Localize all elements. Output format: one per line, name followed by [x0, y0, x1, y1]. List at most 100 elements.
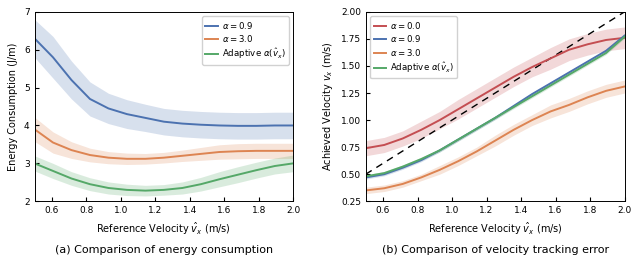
Adaptive $\alpha(\hat{v}_x)$: [380, 172, 388, 175]
$\alpha = 0.9$: [49, 56, 57, 59]
Adaptive $\alpha(\hat{v}_x)$: [473, 127, 481, 130]
Adaptive $\alpha(\hat{v}_x)$: [454, 138, 462, 141]
Adaptive $\alpha(\hat{v}_x)$: [399, 165, 406, 168]
Adaptive $\alpha(\hat{v}_x)$: [271, 164, 278, 167]
X-axis label: Reference Velocity $\hat{v}_x$ (m/s): Reference Velocity $\hat{v}_x$ (m/s): [97, 221, 231, 237]
$\alpha = 3.0$: [289, 149, 297, 152]
$\alpha = 0.9$: [492, 116, 499, 119]
$\alpha = 3.0$: [104, 156, 112, 159]
$\alpha = 0.0$: [528, 66, 536, 69]
$\alpha = 0.9$: [216, 124, 223, 127]
$\alpha = 3.0$: [492, 139, 499, 142]
$\alpha = 3.0$: [565, 103, 573, 107]
Line: $\alpha = 0.9$: $\alpha = 0.9$: [35, 38, 293, 126]
Line: Adaptive $\alpha(\hat{v}_x)$: Adaptive $\alpha(\hat{v}_x)$: [366, 37, 625, 176]
Adaptive $\alpha(\hat{v}_x)$: [289, 162, 297, 165]
$\alpha = 0.9$: [510, 104, 518, 108]
Adaptive $\alpha(\hat{v}_x)$: [584, 62, 591, 65]
Line: Adaptive $\alpha(\hat{v}_x)$: Adaptive $\alpha(\hat{v}_x)$: [35, 163, 293, 191]
$\alpha = 0.9$: [621, 34, 628, 37]
$\alpha = 0.9$: [362, 176, 370, 179]
Adaptive $\alpha(\hat{v}_x)$: [252, 169, 260, 172]
$\alpha = 3.0$: [197, 152, 205, 155]
$\alpha = 0.9$: [271, 124, 278, 127]
Adaptive $\alpha(\hat{v}_x)$: [49, 170, 57, 173]
$\alpha = 3.0$: [602, 89, 610, 92]
$\alpha = 3.0$: [510, 128, 518, 131]
$\alpha = 0.9$: [234, 124, 242, 127]
X-axis label: Reference Velocity $\hat{v}_x$ (m/s): Reference Velocity $\hat{v}_x$ (m/s): [428, 221, 563, 237]
$\alpha = 0.0$: [399, 137, 406, 140]
Adaptive $\alpha(\hat{v}_x)$: [510, 106, 518, 109]
$\alpha = 3.0$: [362, 189, 370, 192]
$\alpha = 0.9$: [547, 82, 554, 85]
$\alpha = 0.0$: [584, 43, 591, 46]
Adaptive $\alpha(\hat{v}_x)$: [216, 178, 223, 181]
$\alpha = 0.0$: [547, 57, 554, 60]
$\alpha = 0.9$: [160, 120, 168, 123]
Adaptive $\alpha(\hat{v}_x)$: [141, 189, 149, 192]
$\alpha = 0.0$: [454, 108, 462, 111]
$\alpha = 3.0$: [123, 157, 131, 160]
Adaptive $\alpha(\hat{v}_x)$: [547, 84, 554, 87]
$\alpha = 3.0$: [547, 110, 554, 113]
$\alpha = 3.0$: [252, 149, 260, 152]
$\alpha = 0.9$: [31, 37, 38, 40]
Line: $\alpha = 0.9$: $\alpha = 0.9$: [366, 36, 625, 178]
Adaptive $\alpha(\hat{v}_x)$: [621, 35, 628, 38]
$\alpha = 0.9$: [565, 71, 573, 74]
$\alpha = 0.9$: [289, 124, 297, 127]
$\alpha = 0.0$: [380, 143, 388, 147]
$\alpha = 3.0$: [179, 154, 186, 157]
Adaptive $\alpha(\hat{v}_x)$: [197, 183, 205, 186]
$\alpha = 3.0$: [160, 156, 168, 159]
Adaptive $\alpha(\hat{v}_x)$: [160, 188, 168, 191]
$\alpha = 0.9$: [602, 49, 610, 52]
$\alpha = 3.0$: [380, 187, 388, 190]
$\alpha = 3.0$: [454, 160, 462, 163]
$\alpha = 0.9$: [141, 116, 149, 119]
$\alpha = 3.0$: [528, 118, 536, 122]
Legend: $\alpha = 0.9$, $\alpha = 3.0$, Adaptive $\alpha(\hat{v}_x)$: $\alpha = 0.9$, $\alpha = 3.0$, Adaptive…: [202, 16, 289, 65]
Adaptive $\alpha(\hat{v}_x)$: [565, 73, 573, 76]
$\alpha = 3.0$: [417, 176, 425, 179]
Adaptive $\alpha(\hat{v}_x)$: [104, 187, 112, 190]
$\alpha = 0.0$: [417, 128, 425, 131]
$\alpha = 0.9$: [473, 127, 481, 130]
Adaptive $\alpha(\hat{v}_x)$: [234, 173, 242, 176]
$\alpha = 3.0$: [584, 96, 591, 99]
$\alpha = 3.0$: [234, 150, 242, 153]
Adaptive $\alpha(\hat{v}_x)$: [436, 149, 444, 152]
$\alpha = 3.0$: [31, 128, 38, 131]
Line: $\alpha = 3.0$: $\alpha = 3.0$: [35, 129, 293, 159]
$\alpha = 3.0$: [473, 150, 481, 153]
Line: $\alpha = 3.0$: $\alpha = 3.0$: [366, 86, 625, 190]
$\alpha = 0.9$: [380, 173, 388, 176]
$\alpha = 0.9$: [399, 166, 406, 169]
$\alpha = 0.0$: [492, 86, 499, 89]
$\alpha = 0.9$: [436, 149, 444, 152]
$\alpha = 0.9$: [454, 138, 462, 141]
$\alpha = 0.0$: [602, 38, 610, 42]
Adaptive $\alpha(\hat{v}_x)$: [492, 116, 499, 119]
$\alpha = 3.0$: [399, 182, 406, 186]
$\alpha = 0.9$: [179, 122, 186, 125]
$\alpha = 0.9$: [86, 98, 94, 101]
$\alpha = 0.9$: [123, 112, 131, 116]
$\alpha = 0.9$: [104, 107, 112, 110]
Adaptive $\alpha(\hat{v}_x)$: [602, 51, 610, 54]
$\alpha = 3.0$: [86, 154, 94, 157]
Adaptive $\alpha(\hat{v}_x)$: [31, 162, 38, 165]
Text: (b) Comparison of velocity tracking error: (b) Comparison of velocity tracking erro…: [381, 245, 609, 255]
$\alpha = 3.0$: [49, 141, 57, 144]
Adaptive $\alpha(\hat{v}_x)$: [179, 187, 186, 190]
$\alpha = 3.0$: [141, 157, 149, 160]
$\alpha = 0.0$: [473, 97, 481, 100]
Adaptive $\alpha(\hat{v}_x)$: [528, 95, 536, 98]
Line: $\alpha = 0.0$: $\alpha = 0.0$: [366, 38, 625, 148]
$\alpha = 0.9$: [528, 93, 536, 96]
Legend: $\alpha = 0.0$, $\alpha = 0.9$, $\alpha = 3.0$, Adaptive $\alpha(\hat{v}_x)$: $\alpha = 0.0$, $\alpha = 0.9$, $\alpha …: [370, 16, 457, 78]
$\alpha = 0.0$: [565, 48, 573, 51]
$\alpha = 0.0$: [621, 36, 628, 39]
$\alpha = 0.9$: [584, 60, 591, 63]
